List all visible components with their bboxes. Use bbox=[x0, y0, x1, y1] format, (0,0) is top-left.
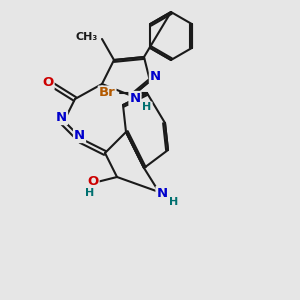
Text: H: H bbox=[142, 102, 152, 112]
Text: N: N bbox=[74, 129, 85, 142]
Text: Br: Br bbox=[99, 86, 116, 100]
Text: O: O bbox=[42, 76, 54, 89]
Text: CH₃: CH₃ bbox=[75, 32, 98, 43]
Text: H: H bbox=[169, 196, 178, 207]
Text: N: N bbox=[129, 92, 141, 105]
Text: H: H bbox=[85, 188, 94, 198]
Text: N: N bbox=[56, 111, 67, 124]
Text: N: N bbox=[150, 70, 161, 83]
Text: N: N bbox=[156, 187, 168, 200]
Text: O: O bbox=[87, 175, 99, 188]
